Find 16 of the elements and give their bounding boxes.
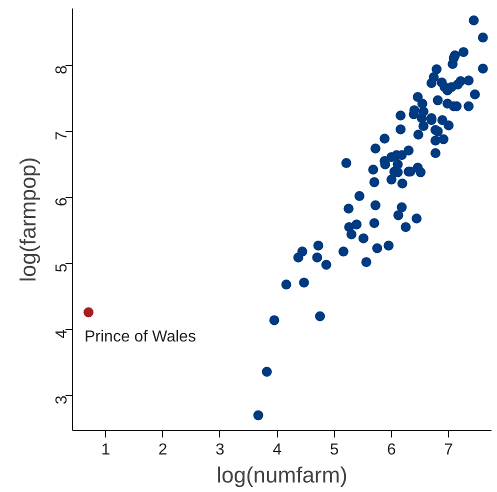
x-tick-label: 6 bbox=[387, 442, 396, 458]
y-tick-label: 8 bbox=[54, 65, 70, 74]
x-tick-label: 7 bbox=[444, 442, 454, 458]
y-axis-title: log(farmpop) bbox=[16, 157, 40, 282]
y-tick-label: 7 bbox=[54, 131, 70, 140]
y-tick-label: 5 bbox=[54, 263, 70, 272]
x-tick-label: 4 bbox=[272, 442, 282, 458]
x-axis-title: log(numfarm) bbox=[216, 462, 348, 488]
x-tick-label: 2 bbox=[158, 442, 168, 458]
y-tick-label: 3 bbox=[54, 395, 70, 404]
x-tick-label: 1 bbox=[101, 442, 110, 458]
y-tick-label: 6 bbox=[54, 197, 70, 206]
annotation: Prince of Wales bbox=[84, 328, 196, 346]
y-tick-label: 4 bbox=[54, 329, 70, 338]
x-tick-label: 5 bbox=[330, 442, 339, 458]
x-tick-label: 3 bbox=[216, 442, 225, 458]
